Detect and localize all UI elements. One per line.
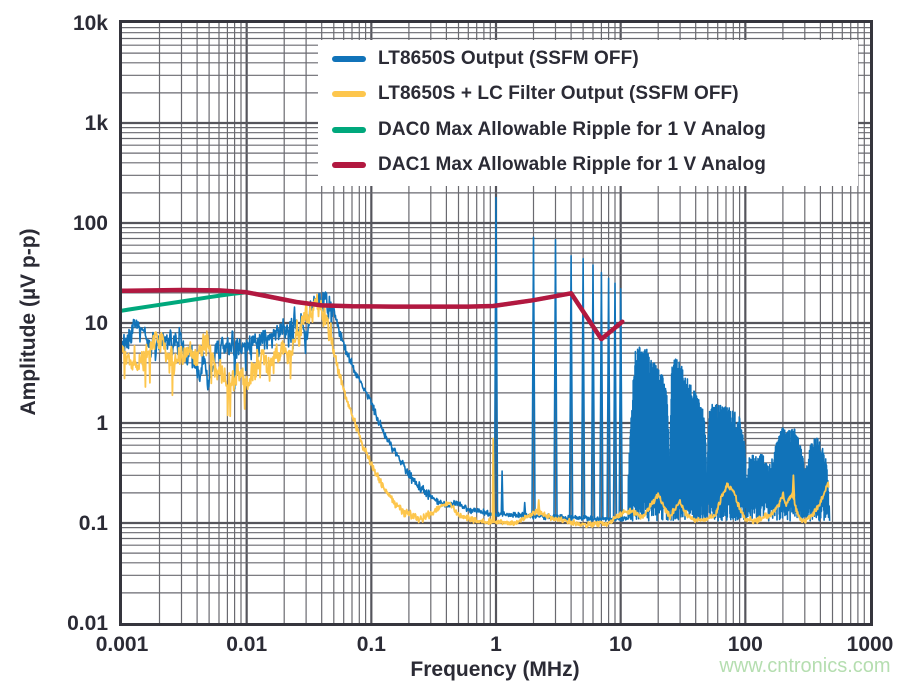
watermark: www.cntronics.com [719, 655, 891, 677]
legend-item-3: DAC1 Max Allowable Ripple for 1 V Analog [332, 152, 858, 178]
y-tick-label: 10k [73, 12, 108, 35]
y-tick-label: 0.01 [67, 612, 108, 635]
legend-swatch-icon [332, 126, 366, 133]
legend: LT8650S Output (SSFM OFF) LT8650S + LC Fi… [318, 40, 858, 186]
y-axis-title: Amplitude (µV p-p) [17, 228, 40, 416]
series-lt8650s-lc-filter-output [122, 293, 830, 529]
x-tick-label: 1 [490, 633, 502, 656]
x-tick-label: 100 [728, 633, 763, 656]
x-tick-label: 10 [609, 633, 632, 656]
x-tick-label: 0.001 [96, 633, 149, 656]
legend-swatch-icon [332, 161, 366, 168]
legend-label: LT8650S Output (SSFM OFF) [378, 48, 639, 69]
legend-swatch-icon [332, 56, 366, 62]
legend-label: LT8650S + LC Filter Output (SSFM OFF) [378, 83, 739, 105]
legend-label: DAC1 Max Allowable Ripple for 1 V Analog [378, 153, 766, 175]
series-lt8650s-output [122, 196, 831, 523]
y-tick-label: 0.1 [79, 512, 109, 535]
x-tick-label: 0.01 [226, 633, 267, 656]
y-tick-label: 100 [73, 212, 108, 235]
legend-swatch-icon [332, 91, 366, 98]
plot-border [119, 20, 873, 626]
y-tick-label: 10 [85, 312, 108, 335]
y-tick-label: 1k [85, 112, 109, 135]
x-tick-label: 1000 [847, 633, 894, 656]
series-dac1-max-ripple [122, 287, 625, 342]
legend-label: DAC0 Max Allowable Ripple for 1 V Analog [378, 118, 766, 140]
legend-item-0: LT8650S Output (SSFM OFF) [332, 46, 858, 72]
legend-item-2: DAC0 Max Allowable Ripple for 1 V Analog [332, 117, 858, 143]
y-tick-label: 1 [96, 412, 108, 435]
legend-item-1: LT8650S + LC Filter Output (SSFM OFF) [332, 81, 858, 107]
x-tick-label: 0.1 [357, 633, 387, 656]
x-axis-title: Frequency (MHz) [410, 658, 580, 681]
